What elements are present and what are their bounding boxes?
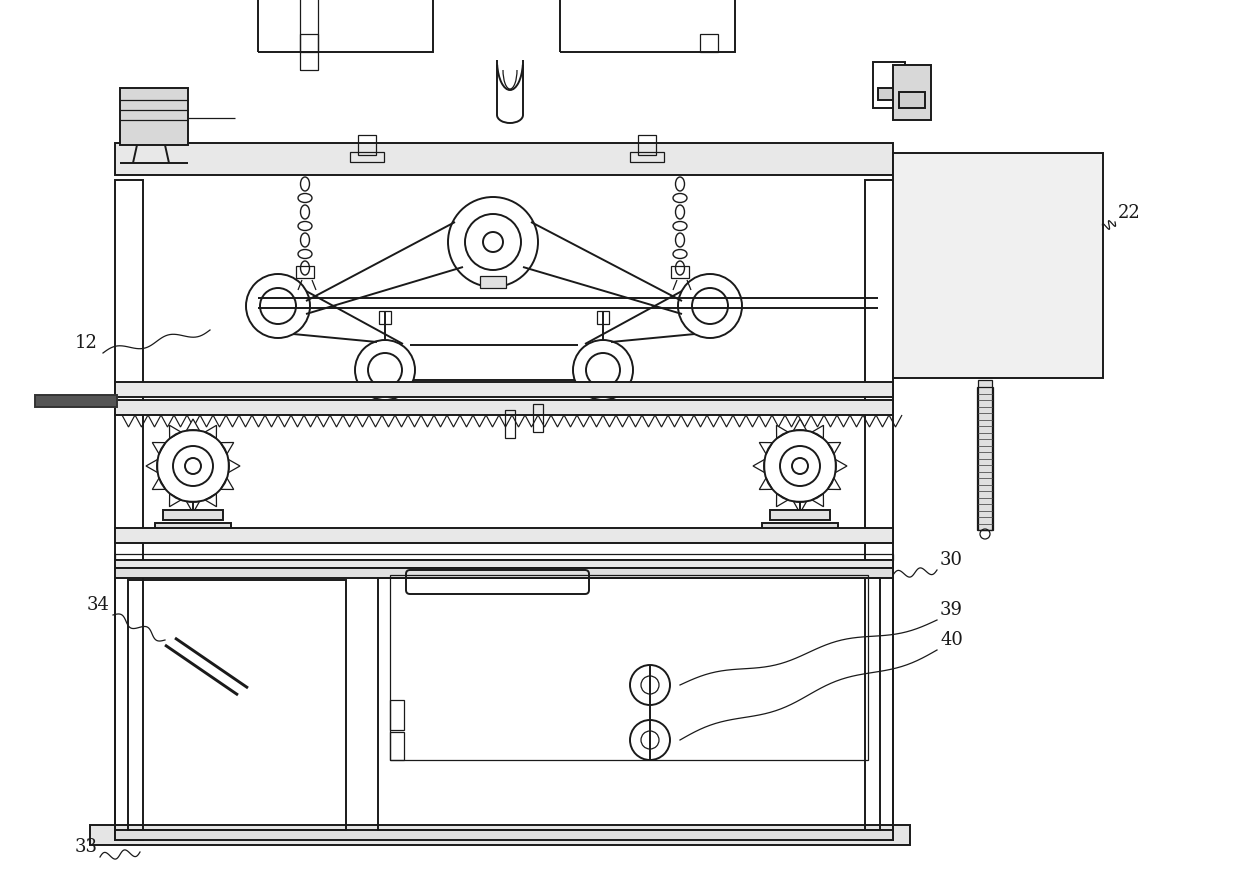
Bar — [115, 143, 893, 175]
Polygon shape — [812, 425, 823, 438]
Text: 34: 34 — [87, 596, 110, 614]
Bar — [162, 510, 223, 520]
Bar — [350, 152, 384, 162]
Bar — [300, 0, 317, 70]
Bar — [120, 88, 188, 145]
Polygon shape — [221, 443, 233, 454]
Text: 30: 30 — [940, 551, 963, 569]
Polygon shape — [205, 493, 217, 507]
Bar — [258, 0, 433, 52]
Bar — [391, 700, 404, 730]
Polygon shape — [170, 493, 181, 507]
Bar — [560, 0, 735, 52]
Text: 40: 40 — [940, 631, 963, 649]
Polygon shape — [153, 443, 166, 454]
Bar — [378, 578, 880, 830]
Bar — [128, 580, 346, 830]
Bar — [296, 266, 314, 278]
Bar — [596, 311, 609, 324]
Bar — [115, 568, 893, 578]
Polygon shape — [827, 478, 841, 489]
Bar — [878, 88, 900, 100]
Bar — [671, 266, 689, 278]
Bar — [763, 523, 838, 533]
Polygon shape — [794, 419, 806, 430]
Bar — [115, 560, 893, 568]
Bar — [873, 62, 905, 108]
Text: 22: 22 — [1118, 204, 1141, 222]
Polygon shape — [228, 459, 241, 472]
Polygon shape — [170, 425, 181, 438]
Bar — [701, 34, 718, 52]
Bar — [115, 180, 143, 840]
Polygon shape — [186, 419, 200, 430]
Bar — [300, 34, 317, 52]
Polygon shape — [827, 443, 841, 454]
Polygon shape — [759, 443, 773, 454]
Polygon shape — [205, 425, 217, 438]
Bar — [358, 135, 376, 155]
Polygon shape — [186, 501, 200, 513]
Bar — [155, 523, 231, 533]
Bar — [391, 575, 868, 760]
Bar — [115, 830, 893, 840]
Bar — [115, 554, 893, 560]
Bar — [899, 92, 925, 108]
Polygon shape — [776, 493, 787, 507]
Bar — [533, 404, 543, 432]
Bar — [505, 410, 515, 438]
Polygon shape — [836, 459, 847, 472]
Bar — [893, 65, 931, 120]
Bar — [630, 152, 663, 162]
Text: 39: 39 — [940, 601, 963, 619]
Bar — [866, 180, 893, 840]
Bar — [639, 135, 656, 155]
Polygon shape — [776, 425, 787, 438]
Text: 33: 33 — [74, 838, 98, 856]
Polygon shape — [794, 501, 806, 513]
Bar — [115, 400, 893, 415]
Polygon shape — [759, 478, 773, 489]
Bar — [480, 276, 506, 288]
Bar — [91, 825, 910, 845]
Bar — [978, 380, 992, 530]
Polygon shape — [153, 478, 166, 489]
Bar — [379, 311, 391, 324]
Bar — [893, 153, 1104, 378]
Bar — [770, 510, 830, 520]
Bar — [115, 382, 893, 397]
Bar — [35, 395, 117, 407]
Polygon shape — [812, 493, 823, 507]
Polygon shape — [753, 459, 765, 472]
Bar — [115, 528, 893, 543]
Polygon shape — [146, 459, 157, 472]
Bar — [977, 387, 993, 530]
Polygon shape — [221, 478, 233, 489]
Text: 12: 12 — [74, 334, 98, 352]
Bar — [391, 732, 404, 760]
